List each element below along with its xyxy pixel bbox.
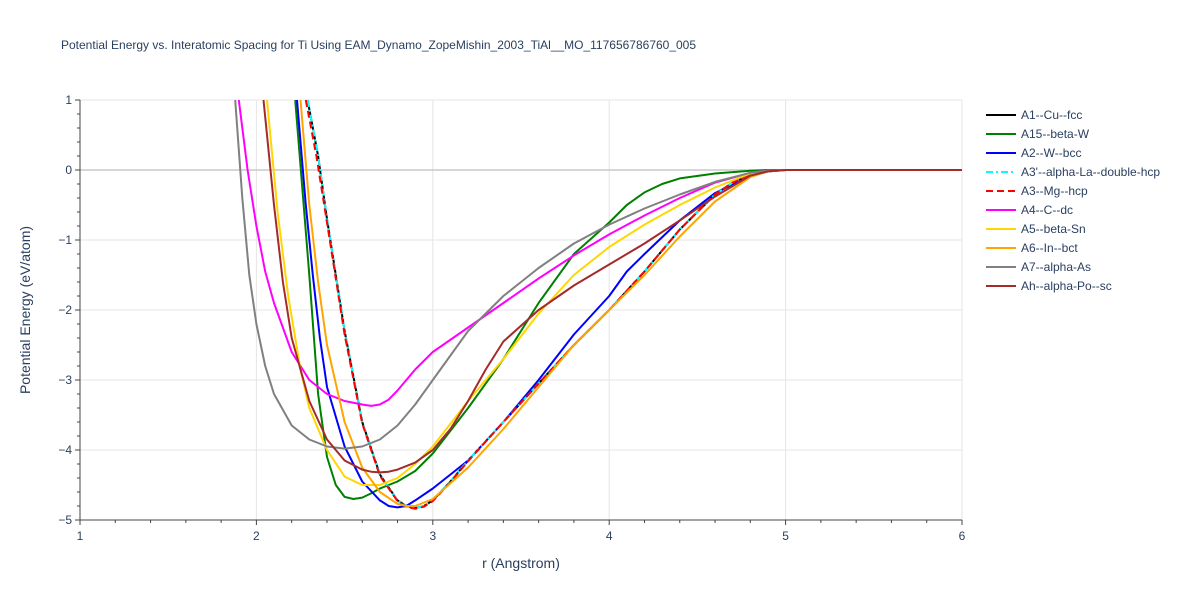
y-tick-label: −2 (58, 303, 72, 317)
axes: 1 2 3 4 5 6 −5 −4 −3 −2 −1 0 1 (58, 93, 965, 543)
y-tick-label: 0 (65, 163, 72, 177)
legend-label: A1--Cu--fcc (1021, 108, 1082, 122)
series-line-1 (294, 100, 962, 500)
legend-item[interactable]: A3--Mg--hcp (986, 184, 1088, 198)
y-tick-label: −4 (58, 443, 72, 457)
series-line-8 (234, 100, 962, 450)
legend-label: Ah--alpha-Po--sc (1021, 279, 1112, 293)
legend-item[interactable]: A6--In--bct (986, 241, 1078, 255)
x-tick-label: 1 (77, 529, 84, 543)
legend[interactable]: A1--Cu--fcc A15--beta-W A2--W--bcc A3'--alp… (986, 108, 1160, 293)
legend-label: A5--beta-Sn (1021, 222, 1086, 236)
series-line-7 (299, 100, 962, 507)
x-axis-title: r (Angstrom) (482, 555, 560, 571)
legend-item[interactable]: A4--C--dc (986, 203, 1073, 217)
legend-label: A4--C--dc (1021, 203, 1073, 217)
legend-item[interactable]: A3'--alpha-La--double-hcp (986, 165, 1160, 179)
legend-item[interactable]: A1--Cu--fcc (986, 108, 1082, 122)
x-tick-label: 6 (959, 529, 966, 543)
legend-item[interactable]: A2--W--bcc (986, 146, 1081, 160)
series-line-9 (262, 100, 962, 474)
x-tick-label: 3 (429, 529, 436, 543)
series-line-4 (304, 100, 962, 510)
legend-item[interactable]: A15--beta-W (986, 127, 1090, 141)
y-axis-title: Potential Energy (eV/atom) (17, 226, 33, 394)
y-tick-label: −3 (58, 373, 72, 387)
legend-label: A15--beta-W (1021, 127, 1090, 141)
x-tick-label: 4 (606, 529, 613, 543)
legend-label: A3'--alpha-La--double-hcp (1021, 165, 1160, 179)
legend-item[interactable]: A7--alpha-As (986, 260, 1091, 274)
x-tick-label: 2 (253, 529, 260, 543)
legend-label: A2--W--bcc (1021, 146, 1081, 160)
legend-item[interactable]: A5--beta-Sn (986, 222, 1086, 236)
x-tick-label: 5 (782, 529, 789, 543)
y-tick-label: −5 (58, 513, 72, 527)
chart-title: Potential Energy vs. Interatomic Spacing… (61, 38, 696, 52)
legend-label: A7--alpha-As (1021, 260, 1091, 274)
legend-item[interactable]: Ah--alpha-Po--sc (986, 279, 1112, 293)
series-layer (234, 100, 962, 510)
legend-label: A3--Mg--hcp (1021, 184, 1088, 198)
legend-label: A6--In--bct (1021, 241, 1078, 255)
y-tick-label: −1 (58, 233, 72, 247)
y-tick-label: 1 (65, 93, 72, 107)
